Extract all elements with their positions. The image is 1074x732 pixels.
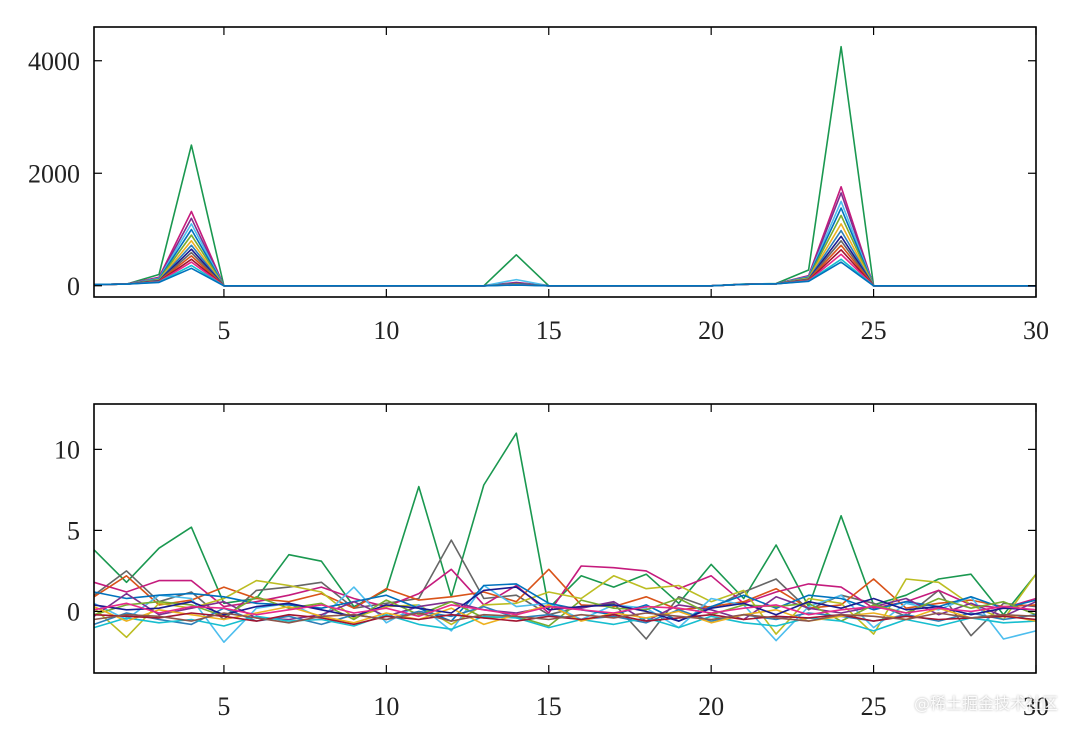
chart1-series-line-1: [93, 45, 1036, 287]
chart1-x-tick-label: 20: [698, 316, 724, 345]
chart1-series-line-5: [93, 207, 1036, 287]
chart2-y-tick-label: 10: [54, 435, 80, 464]
chart1-series-line-12: [93, 249, 1036, 287]
chart1-y-tick-label: 4000: [28, 47, 80, 76]
chart2-series-line-4: [93, 568, 1037, 611]
chart1-series-line-9: [93, 235, 1036, 287]
chart2-series-line-11: [93, 613, 1037, 632]
chart1-series-line-11: [93, 244, 1036, 287]
chart1-x-tick-label: 5: [217, 316, 230, 345]
chart1-series-line-6: [93, 214, 1036, 287]
chart1-y-tick-label: 2000: [28, 159, 80, 188]
chart2-x-tick-label: 30: [1023, 692, 1049, 721]
chart2-x-tick-label: 25: [861, 692, 887, 721]
chart1-series-line-2: [93, 186, 1036, 287]
chart1-series-line-7: [93, 223, 1036, 287]
chart1-series-line-13: [93, 253, 1036, 287]
chart2-series-line-16: [93, 612, 1037, 624]
chart1-series-line-3: [93, 192, 1036, 287]
chart2-x-tick-label: 5: [217, 692, 230, 721]
chart1-x-tick-label: 10: [373, 316, 399, 345]
chart1-axes-box: [93, 26, 1037, 298]
chart2-y-tick-label: 5: [67, 516, 80, 545]
chart2-x-tick-label: 15: [536, 692, 562, 721]
chart1-series-line-14: [93, 258, 1036, 287]
chart1-x-tick-label: 25: [861, 316, 887, 345]
chart2-x-tick-label: 20: [698, 692, 724, 721]
chart2-series-line-5: [93, 573, 1037, 639]
chart2-axes-box: [93, 403, 1037, 674]
chart1-series-line-8: [93, 229, 1036, 287]
chart1-x-tick-label: 30: [1023, 316, 1049, 345]
chart1-series-line-10: [93, 240, 1036, 287]
chart2-x-tick-label: 10: [373, 692, 399, 721]
chart1-series-line-15: [93, 261, 1036, 287]
chart2-y-tick-label: 0: [67, 597, 80, 626]
watermark-text: @稀土掘金技术社区: [913, 694, 1058, 713]
chart1-x-tick-label: 15: [536, 316, 562, 345]
chart1-y-tick-label: 0: [67, 272, 80, 301]
chart2-series-line-15: [93, 602, 1037, 618]
chart1-series-line-4: [93, 200, 1036, 287]
